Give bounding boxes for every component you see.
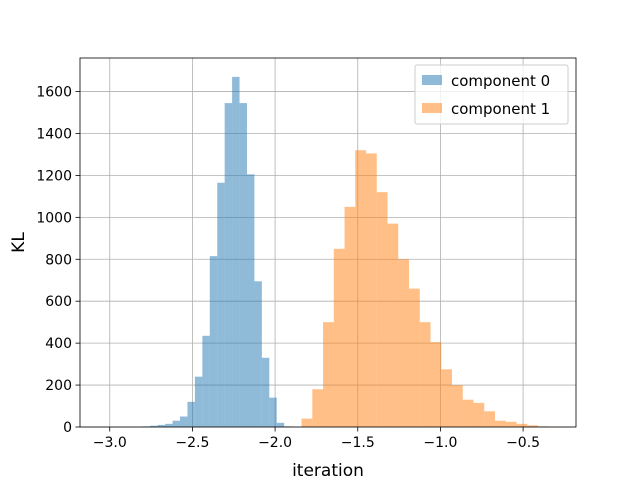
histogram-bar-component-0 — [157, 424, 166, 427]
histogram-bar-component-0 — [269, 397, 277, 427]
histogram-bar-component-1 — [441, 369, 452, 427]
x-axis-label: iteration — [292, 461, 364, 480]
histogram-bar-component-1 — [419, 322, 431, 427]
histogram-bar-component-0 — [165, 423, 173, 427]
histogram-bar-component-1 — [355, 150, 367, 427]
legend-swatch-component-1 — [422, 103, 442, 113]
x-tick-label: −1.5 — [341, 435, 375, 451]
histogram-bar-component-1 — [484, 411, 495, 427]
histogram-bar-component-1 — [366, 153, 377, 427]
histogram-bar-component-1 — [494, 420, 506, 427]
histogram-bar-component-0 — [261, 357, 270, 427]
histogram-bar-component-1 — [301, 418, 313, 427]
histogram-bar-component-1 — [312, 389, 324, 427]
histogram-bar-component-1 — [409, 288, 420, 427]
y-tick-label: 0 — [63, 420, 72, 436]
histogram-bar-component-0 — [246, 174, 255, 427]
histogram-bar-component-1 — [430, 342, 442, 427]
histogram-bar-component-1 — [462, 399, 474, 427]
histogram-bar-component-1 — [398, 259, 410, 427]
x-tick-label: −2.5 — [175, 435, 209, 451]
y-tick-label: 800 — [45, 252, 72, 268]
histogram-bar-component-1 — [323, 322, 334, 427]
histogram-bar-component-1 — [376, 192, 388, 427]
y-tick-label: 1000 — [36, 210, 72, 226]
histogram-bar-component-1 — [527, 425, 538, 427]
histogram-bar-component-0 — [180, 416, 188, 427]
grid — [80, 58, 576, 428]
histogram-bar-component-1 — [505, 421, 517, 427]
x-tick-label: −1.0 — [423, 435, 457, 451]
y-tick-label: 400 — [45, 336, 72, 352]
histogram-bar-component-0 — [209, 256, 218, 427]
x-tick-label: −2.0 — [258, 435, 292, 451]
histogram-bar-component-0 — [202, 335, 210, 427]
histogram-bar-component-0 — [194, 376, 203, 427]
x-tick-label: −3.0 — [93, 435, 127, 451]
histogram-bar-component-0 — [172, 420, 181, 427]
legend-swatch-component-0 — [422, 75, 442, 85]
y-tick-label: 1200 — [36, 168, 72, 184]
histogram-bar-component-0 — [187, 401, 195, 427]
y-tick-label: 200 — [45, 378, 72, 394]
histogram-bar-component-0 — [150, 425, 158, 427]
y-tick-label: 1400 — [36, 126, 72, 142]
histogram-bar-component-0 — [232, 76, 240, 427]
histogram-bar-component-0 — [239, 103, 247, 427]
histogram-bar-component-0 — [224, 103, 233, 427]
histogram-bar-component-0 — [217, 182, 225, 427]
legend: component 0 component 1 — [414, 64, 569, 125]
histogram-bar-component-1 — [452, 385, 463, 427]
y-tick-label: 1600 — [36, 85, 72, 101]
plot-frame — [79, 57, 577, 428]
legend-box — [414, 64, 569, 125]
histogram-bar-component-0 — [276, 422, 285, 427]
histogram-bar-component-1 — [387, 223, 399, 427]
axis-ticks: −3.0 −2.5 −2.0 −1.5 −1.0 −0.5 0 200 400 600 800 100… — [36, 85, 540, 451]
legend-label-component-1: component 1 — [451, 100, 550, 118]
histogram-bar-component-0 — [254, 281, 262, 427]
histogram-bar-component-1 — [473, 402, 485, 427]
y-axis-label: KL — [9, 232, 29, 253]
bars — [142, 76, 560, 427]
y-tick-label: 600 — [45, 294, 72, 310]
x-tick-label: −0.5 — [506, 435, 540, 451]
histogram-bar-component-1 — [333, 248, 345, 427]
histogram-bar-component-1 — [344, 206, 356, 427]
legend-label-component-0: component 0 — [451, 72, 550, 90]
histogram-bar-component-1 — [516, 423, 528, 427]
